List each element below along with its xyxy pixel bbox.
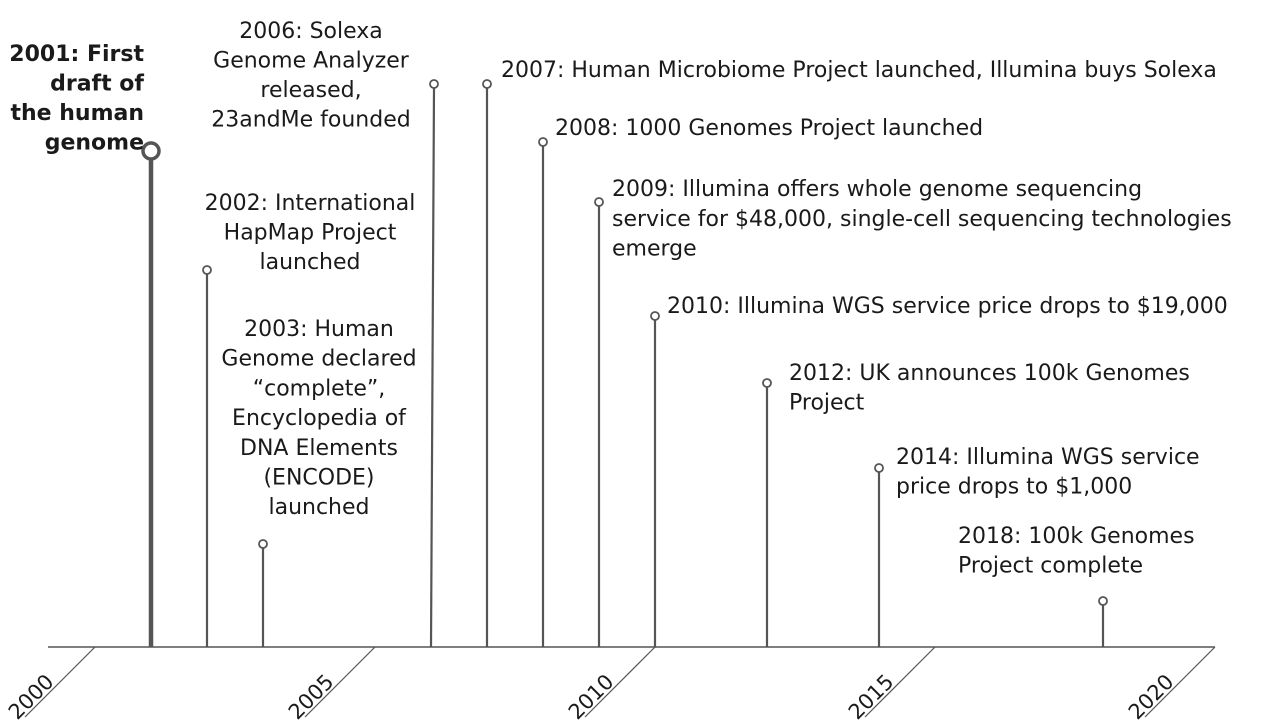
- event-labels: 2001: First draft of the human genome 2002: …: [9, 19, 1231, 579]
- event-label-line: 2006: Solexa: [239, 19, 383, 44]
- axis-tick: [304, 646, 376, 718]
- event-label-line: 2002: International: [205, 191, 416, 216]
- event-2006: [429, 79, 439, 648]
- event-label-line: DNA Elements: [240, 436, 398, 461]
- event-label-line: Project: [789, 391, 865, 416]
- event-label-line: genome: [45, 131, 144, 156]
- axis-tick-label: 2010: [564, 670, 619, 725]
- event-marker: [874, 463, 884, 473]
- event-label-line: Encyclopedia of: [232, 406, 407, 431]
- axis-tick-label: 2020: [1124, 670, 1179, 725]
- event-label-line: (ENCODE): [263, 466, 374, 491]
- event-marker: [258, 539, 268, 549]
- axis-tick: [864, 646, 936, 718]
- event-label-line: 2009: Illumina offers whole genome seque…: [612, 177, 1142, 202]
- event-label-line: Project complete: [958, 554, 1143, 579]
- axis-tick-label: 2000: [4, 670, 59, 725]
- event-label-2012: 2012: UK announces 100k Genomes Project: [789, 361, 1190, 416]
- event-label-line: the human: [10, 101, 144, 126]
- event-2002: [202, 265, 212, 647]
- event-label-line: 2001: First: [9, 42, 144, 67]
- event-label-line: 2008: 1000 Genomes Project launched: [555, 116, 983, 141]
- axis-tick-label: 2015: [844, 670, 899, 725]
- event-label-line: 2014: Illumina WGS service: [896, 445, 1200, 470]
- event-2018: [1098, 596, 1108, 647]
- event-stems: [141, 79, 1108, 648]
- event-label-2010: 2010: Illumina WGS service price drops t…: [667, 294, 1228, 319]
- axis-tick: [24, 646, 96, 718]
- event-marker: [202, 265, 212, 275]
- event-label-line: 2007: Human Microbiome Project launched,…: [501, 58, 1217, 83]
- event-label-line: 2010: Illumina WGS service price drops t…: [667, 294, 1228, 319]
- event-label-line: released,: [260, 78, 361, 103]
- event-label-line: 2018: 100k Genomes: [958, 524, 1195, 549]
- event-marker: [429, 79, 439, 89]
- event-label-2002: 2002: International HapMap Project launche…: [205, 191, 416, 275]
- timeline-axis: 2000 2005 2010 2015 2020: [4, 646, 1216, 725]
- event-label-line: Genome declared: [221, 347, 416, 372]
- event-marker: [482, 79, 492, 89]
- event-label-line: price drops to $1,000: [896, 475, 1132, 500]
- event-marker: [538, 137, 548, 147]
- event-2014: [874, 463, 884, 647]
- event-label-2018: 2018: 100k Genomes Project complete: [958, 524, 1195, 579]
- event-label-line: 2003: Human: [244, 317, 394, 342]
- event-marker: [650, 311, 660, 321]
- event-label-line: emerge: [612, 237, 697, 262]
- event-label-2008: 2008: 1000 Genomes Project launched: [555, 116, 983, 141]
- event-label-2003: 2003: Human Genome declared “complete”, Enc…: [221, 317, 416, 520]
- event-2009: [594, 197, 604, 647]
- event-2010: [650, 311, 660, 647]
- event-label-line: launched: [259, 250, 360, 275]
- axis-tick-label: 2005: [284, 670, 339, 725]
- event-2003: [258, 539, 268, 647]
- axis-tick: [1144, 646, 1216, 718]
- event-marker: [141, 141, 161, 161]
- event-label-line: “complete”,: [253, 376, 386, 401]
- event-stem: [429, 87, 436, 648]
- event-marker: [762, 378, 772, 388]
- event-label-2009: 2009: Illumina offers whole genome seque…: [612, 177, 1232, 262]
- event-label-2006: 2006: Solexa Genome Analyzer released, 23an…: [211, 19, 410, 133]
- event-2001: [141, 141, 161, 647]
- event-label-line: 2012: UK announces 100k Genomes: [789, 361, 1190, 386]
- event-label-2014: 2014: Illumina WGS service price drops to…: [896, 445, 1200, 500]
- event-label-2007: 2007: Human Microbiome Project launched,…: [501, 58, 1217, 83]
- event-label-line: launched: [268, 495, 369, 520]
- event-label-line: 23andMe founded: [211, 108, 410, 133]
- event-marker: [594, 197, 604, 207]
- event-label-line: HapMap Project: [224, 221, 397, 246]
- axis-tick: [584, 646, 656, 718]
- event-2008: [538, 137, 548, 647]
- event-label-line: Genome Analyzer: [213, 49, 410, 74]
- event-label-2001: 2001: First draft of the human genome: [9, 42, 144, 156]
- event-2012: [762, 378, 772, 647]
- event-marker: [1098, 596, 1108, 606]
- event-label-line: draft of: [50, 72, 144, 97]
- event-2007: [482, 79, 492, 647]
- event-label-line: service for $48,000, single-cell sequenc…: [612, 207, 1232, 232]
